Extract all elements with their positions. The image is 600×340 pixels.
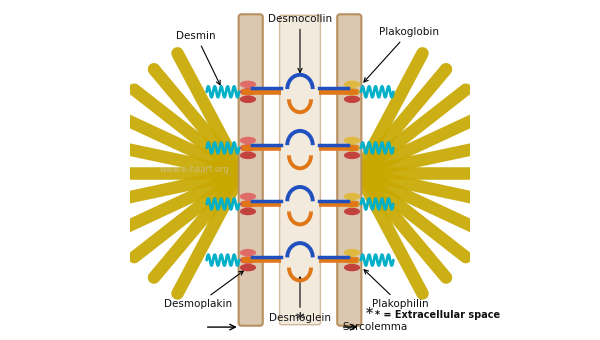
Ellipse shape <box>240 81 256 88</box>
Ellipse shape <box>344 152 360 159</box>
Ellipse shape <box>240 144 256 152</box>
Text: Plakoglobin: Plakoglobin <box>364 27 439 82</box>
Ellipse shape <box>240 152 256 159</box>
Ellipse shape <box>240 88 256 96</box>
Ellipse shape <box>344 256 360 264</box>
FancyBboxPatch shape <box>280 15 320 325</box>
Text: * = Extracellular space: * = Extracellular space <box>375 309 500 320</box>
Ellipse shape <box>240 137 256 144</box>
Ellipse shape <box>240 249 256 256</box>
Text: Desmoglein: Desmoglein <box>269 277 331 323</box>
Text: Desmoplakin: Desmoplakin <box>164 271 244 309</box>
Text: Desmocollin: Desmocollin <box>268 14 332 72</box>
Ellipse shape <box>240 96 256 103</box>
Ellipse shape <box>344 264 360 271</box>
FancyBboxPatch shape <box>239 14 263 326</box>
Text: Sarcolemma: Sarcolemma <box>343 322 408 332</box>
Ellipse shape <box>344 208 360 215</box>
Ellipse shape <box>344 144 360 152</box>
Ellipse shape <box>344 88 360 96</box>
Ellipse shape <box>344 96 360 103</box>
Text: Desmin: Desmin <box>176 31 220 85</box>
Ellipse shape <box>240 200 256 208</box>
Ellipse shape <box>344 137 360 144</box>
Ellipse shape <box>344 200 360 208</box>
Text: Plakophilin: Plakophilin <box>364 270 428 309</box>
Ellipse shape <box>344 81 360 88</box>
Ellipse shape <box>240 193 256 200</box>
Ellipse shape <box>240 264 256 271</box>
Text: *: * <box>366 306 373 321</box>
Ellipse shape <box>240 256 256 264</box>
Ellipse shape <box>240 208 256 215</box>
FancyBboxPatch shape <box>337 14 361 326</box>
Text: www.e-heart.org: www.e-heart.org <box>160 166 229 174</box>
Ellipse shape <box>344 249 360 256</box>
Ellipse shape <box>344 193 360 200</box>
Text: *: * <box>296 311 304 328</box>
